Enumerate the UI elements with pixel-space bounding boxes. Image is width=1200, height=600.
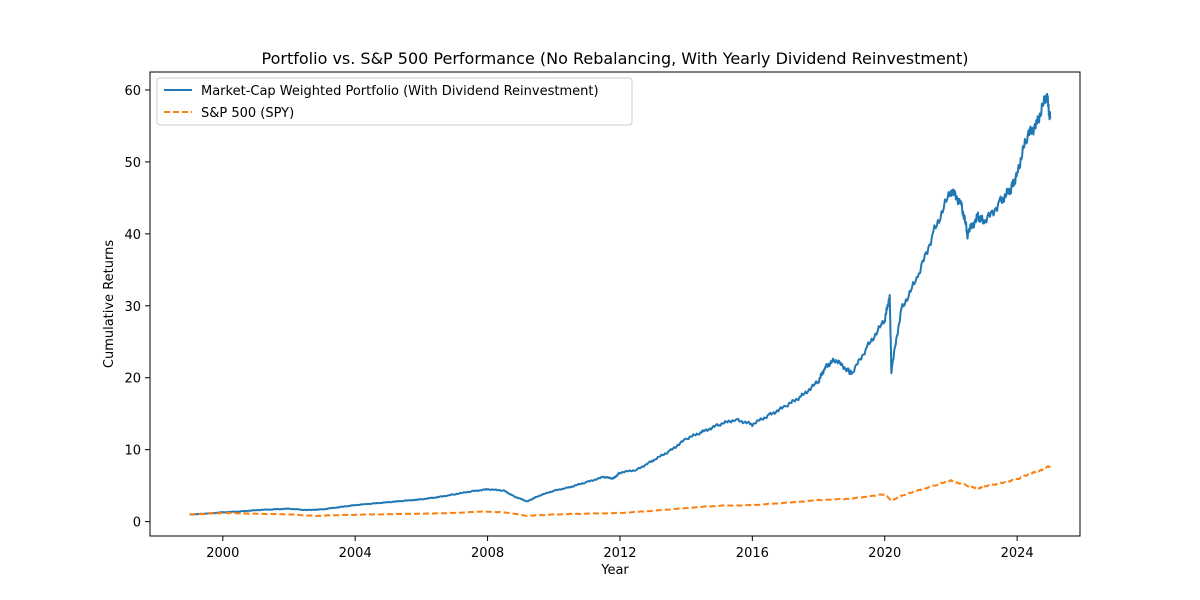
y-tick-label: 60 [124,84,141,99]
series-line-portfolio [189,92,1052,516]
y-tick-label: 20 [124,372,141,387]
legend-label-spy: S&P 500 (SPY) [201,106,294,121]
y-tick-label: 10 [124,444,141,459]
x-tick-label: 2024 [1001,546,1034,561]
chart-title: Portfolio vs. S&P 500 Performance (No Re… [262,49,969,68]
x-tick-label: 2008 [471,546,504,561]
x-tick-label: 2012 [603,546,636,561]
x-tick-label: 2000 [206,546,239,561]
x-tick-label: 2020 [868,546,901,561]
y-tick-label: 30 [124,300,141,315]
y-tick-label: 0 [133,516,141,531]
x-tick-label: 2016 [736,546,769,561]
legend-frame [156,77,633,126]
legend-label-portfolio: Market-Cap Weighted Portfolio (With Divi… [201,84,599,99]
y-tick-label: 50 [124,156,141,171]
plot-frame [149,71,1081,537]
y-axis-title: Cumulative Returns [102,240,117,368]
x-tick-label: 2004 [339,546,372,561]
x-axis-title: Year [600,563,629,578]
y-axis: 0 10 20 30 40 50 60 [124,84,150,531]
x-axis: 2000 2004 2008 2012 2016 2020 2024 [206,536,1034,561]
plot-area [189,92,1052,517]
series-line-spy [189,465,1051,517]
y-tick-label: 40 [124,228,141,243]
legend: Market-Cap Weighted Portfolio (With Divi… [156,77,633,126]
